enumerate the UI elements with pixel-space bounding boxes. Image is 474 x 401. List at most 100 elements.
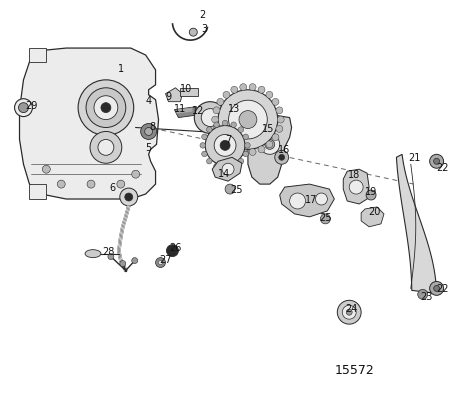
Circle shape	[214, 164, 219, 169]
Circle shape	[223, 142, 230, 148]
Circle shape	[225, 184, 235, 194]
Polygon shape	[343, 170, 369, 205]
Circle shape	[57, 181, 65, 188]
Circle shape	[200, 143, 206, 149]
Circle shape	[434, 159, 439, 165]
Circle shape	[249, 149, 256, 156]
Circle shape	[108, 254, 114, 260]
Circle shape	[366, 190, 376, 200]
Text: 19: 19	[365, 186, 377, 196]
Circle shape	[94, 97, 118, 120]
Circle shape	[266, 142, 273, 148]
Circle shape	[87, 181, 95, 188]
Circle shape	[238, 128, 244, 133]
Circle shape	[349, 181, 363, 194]
Polygon shape	[29, 184, 46, 200]
Circle shape	[243, 135, 248, 140]
Text: 22: 22	[437, 163, 449, 173]
Circle shape	[272, 99, 279, 106]
Circle shape	[217, 134, 224, 142]
Polygon shape	[212, 158, 242, 182]
Text: 29: 29	[25, 100, 37, 110]
Circle shape	[276, 126, 283, 133]
Text: 12: 12	[192, 105, 204, 115]
Polygon shape	[174, 107, 200, 118]
Polygon shape	[361, 207, 384, 227]
Circle shape	[132, 258, 137, 264]
Circle shape	[260, 135, 280, 155]
Text: 2: 2	[199, 10, 205, 20]
Polygon shape	[176, 108, 192, 114]
Circle shape	[15, 99, 32, 117]
Text: 22: 22	[437, 284, 449, 294]
Text: 24: 24	[345, 304, 357, 314]
Circle shape	[231, 87, 238, 94]
Circle shape	[42, 166, 50, 174]
Circle shape	[201, 152, 207, 157]
Circle shape	[320, 215, 330, 224]
Circle shape	[337, 301, 361, 324]
Circle shape	[290, 194, 306, 209]
Circle shape	[158, 261, 163, 265]
Text: 1: 1	[118, 64, 124, 74]
Circle shape	[90, 132, 122, 164]
Text: 17: 17	[305, 194, 318, 205]
Circle shape	[166, 245, 178, 257]
Text: 25: 25	[230, 184, 242, 194]
Circle shape	[275, 151, 289, 165]
Text: 6: 6	[110, 182, 116, 192]
Circle shape	[240, 85, 247, 91]
Circle shape	[342, 306, 356, 319]
Circle shape	[78, 81, 134, 136]
Polygon shape	[396, 155, 437, 294]
Polygon shape	[19, 49, 158, 200]
Polygon shape	[248, 116, 292, 184]
Circle shape	[239, 111, 257, 129]
Circle shape	[223, 92, 230, 99]
Circle shape	[238, 159, 244, 164]
Circle shape	[217, 99, 224, 106]
Circle shape	[132, 171, 140, 179]
Circle shape	[201, 135, 207, 140]
Text: 11: 11	[174, 103, 186, 113]
Text: 15572: 15572	[334, 363, 374, 377]
Circle shape	[222, 166, 228, 171]
Circle shape	[429, 155, 444, 169]
Circle shape	[231, 146, 238, 154]
Circle shape	[272, 134, 279, 142]
Circle shape	[205, 126, 245, 166]
Circle shape	[18, 103, 28, 113]
Circle shape	[101, 103, 111, 113]
Circle shape	[213, 126, 220, 133]
Circle shape	[266, 92, 273, 99]
Circle shape	[240, 149, 247, 156]
Circle shape	[346, 310, 352, 316]
Circle shape	[145, 128, 153, 136]
Circle shape	[265, 140, 275, 150]
Circle shape	[279, 155, 285, 161]
Circle shape	[231, 164, 237, 169]
Circle shape	[212, 117, 219, 124]
Circle shape	[213, 107, 220, 115]
Text: 25: 25	[319, 213, 332, 222]
Circle shape	[189, 29, 197, 37]
Circle shape	[214, 123, 219, 128]
Circle shape	[222, 121, 228, 126]
Polygon shape	[165, 89, 182, 102]
Circle shape	[249, 85, 256, 91]
Text: 18: 18	[348, 170, 360, 180]
Circle shape	[155, 258, 165, 268]
Circle shape	[245, 143, 250, 149]
Circle shape	[258, 87, 265, 94]
Text: 10: 10	[180, 83, 192, 93]
Text: 4: 4	[146, 95, 152, 105]
Circle shape	[231, 123, 237, 128]
Circle shape	[214, 135, 236, 157]
Circle shape	[258, 146, 265, 154]
Polygon shape	[29, 49, 46, 63]
Circle shape	[98, 140, 114, 156]
Circle shape	[207, 159, 212, 164]
Text: 15: 15	[262, 123, 274, 133]
Circle shape	[277, 117, 284, 124]
Circle shape	[194, 102, 226, 134]
